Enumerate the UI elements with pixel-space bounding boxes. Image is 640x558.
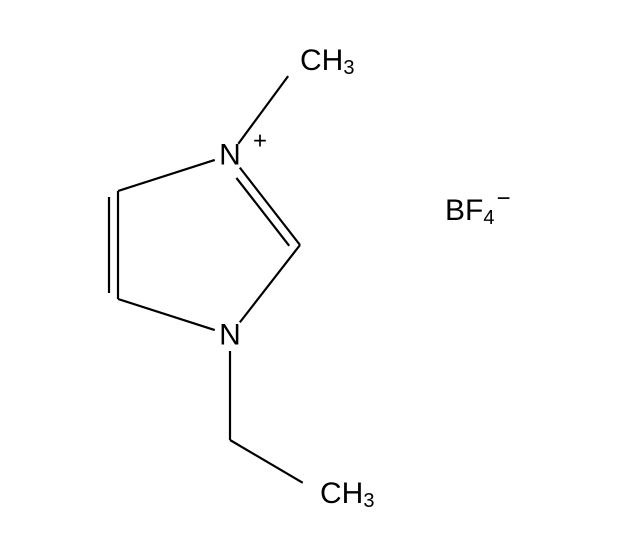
atom-label-n: N [219, 319, 241, 352]
bond [118, 160, 215, 191]
bond [240, 245, 300, 322]
atom-label-n: N [219, 139, 241, 172]
bond-inner [236, 178, 289, 246]
bond [118, 299, 215, 330]
charge-plus: + [253, 128, 267, 155]
bond [240, 168, 300, 245]
bond [230, 440, 303, 483]
counterion-bf4: BF4− [445, 185, 510, 230]
atom-label-ch3: CH3 [320, 477, 374, 513]
molecule-diagram: N N + CH3 CH3 BF4− [0, 0, 640, 558]
atom-label-ch3: CH3 [300, 44, 354, 80]
